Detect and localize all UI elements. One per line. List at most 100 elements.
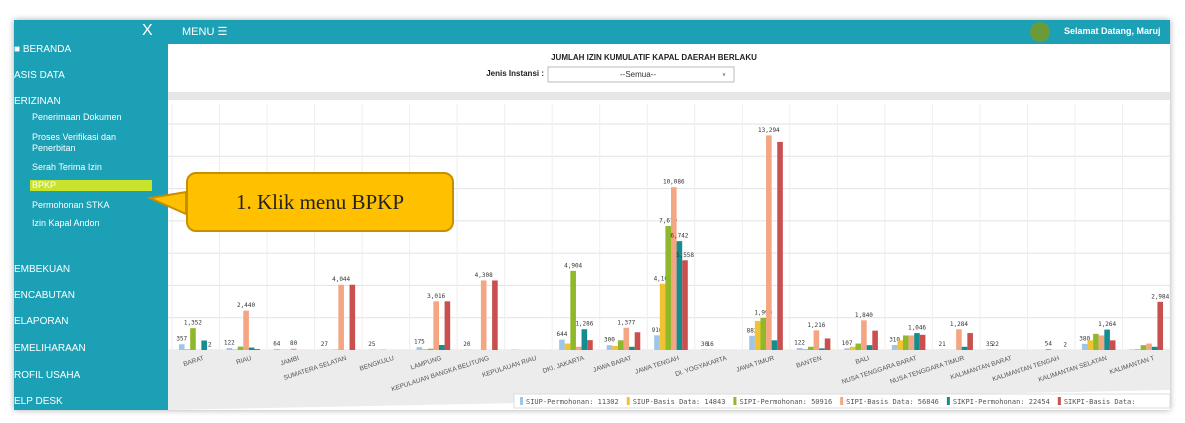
bar [754,320,761,350]
data-label: 2 [1063,341,1067,348]
bar [771,340,778,350]
toolbar-band [168,92,1170,100]
menu-item[interactable]: ENCABUTAN [14,290,75,301]
data-label: 35 [986,341,994,348]
menu-item[interactable]: ■ BERANDA [14,44,72,55]
bar [237,346,244,350]
submenu-item[interactable]: BPKP [30,180,152,191]
bar [1109,340,1116,350]
submenu-item[interactable]: Permohonan STKA [32,200,110,210]
data-label: 30 [701,341,709,348]
data-label: 20 [463,341,471,348]
bar [849,346,856,350]
bar [872,330,878,350]
bar [243,310,249,350]
menu-item[interactable]: EMBEKUAN [14,264,71,275]
data-label: 5,558 [676,252,694,259]
bar [749,335,755,350]
data-label: 25 [368,341,376,348]
bar [1045,349,1052,350]
bar [480,280,487,350]
callout: 1. Klik menu BPKP [186,172,454,232]
welcome-text: Selamat Datang, Maruj [1064,26,1161,36]
bar [1151,346,1158,350]
bar [433,301,439,350]
data-label: 13,294 [758,127,780,134]
x-tick-label: BALI [855,355,871,366]
menu-item[interactable]: EMELIHARAAN [14,343,86,354]
submenu-item[interactable]: Penerimaan Dokumen [32,112,122,122]
top-bar: X MENU ☰ Selamat Datang, Maruj [14,20,1170,44]
data-label: 7,679 [659,218,677,225]
bar [1157,301,1164,350]
bar [559,339,565,350]
bar [891,344,898,350]
callout-pointer [148,190,187,216]
bar [254,349,261,350]
bar [919,334,926,350]
bar [1140,345,1147,350]
bar [967,333,973,350]
bar [796,348,803,350]
legend-label: SIPI-Basis Data: 56846 [846,398,939,406]
data-label: 107 [842,340,853,347]
data-label: 357 [176,336,187,343]
select-arrow: ▾ [722,73,725,79]
bar [802,349,808,350]
menu-item[interactable]: ELAPORAN [14,316,69,327]
data-label: 1,286 [575,321,593,328]
bar [290,348,297,350]
bar [623,327,630,350]
legend-swatch [520,397,523,405]
data-label: 10,086 [663,179,685,186]
data-label: 1,046 [908,325,926,332]
legend-label: SIUP-Permohonan: 11302 [526,398,619,406]
legend-swatch [946,397,950,405]
bar [897,340,904,350]
close-button[interactable]: X [142,22,153,39]
bar [956,329,962,350]
menu-item[interactable]: ROFIL USAHA [14,370,81,381]
menu-item[interactable]: ELP DESK [14,396,63,407]
data-label: 122 [224,340,235,347]
submenu-item[interactable]: Proses Verifikasi dan Penerbitan [32,132,117,153]
bar [813,330,820,350]
bar [422,349,428,350]
menu-item[interactable]: ERIZINAN [14,96,61,107]
data-label: 1,352 [184,320,202,327]
data-label: 310 [889,336,900,343]
bar [986,349,993,350]
bar [777,141,783,350]
data-label: 4,904 [564,262,582,269]
bar [564,343,571,350]
bar [861,320,867,350]
bar [682,260,688,350]
bar [617,340,624,350]
bar [914,333,920,350]
bar [575,346,582,350]
bar [634,332,641,350]
submenu-item[interactable]: Izin Kapal Andon [32,218,100,228]
bar [866,345,873,350]
filter-selected[interactable]: --Semua-- [620,70,656,79]
data-label: 1,216 [807,322,825,329]
bar [612,345,618,350]
data-label: 1,284 [950,321,968,328]
legend-label: SIPI-Permohonan: 50916 [739,398,832,406]
legend-swatch [1057,397,1061,405]
menu-button[interactable]: MENU ☰ [182,26,228,38]
submenu-item[interactable]: Serah Terima Izin [32,162,102,172]
bar [190,328,196,350]
bar [654,335,660,350]
data-label: 64 [273,340,281,347]
data-label: 175 [414,339,425,346]
menu-item[interactable]: ASIS DATA [14,70,65,81]
bar [1135,349,1141,350]
bar [1093,333,1099,350]
bar [760,317,767,350]
filter-select[interactable] [547,66,735,83]
bar [444,301,451,350]
bar [438,344,445,350]
bar [274,348,280,350]
